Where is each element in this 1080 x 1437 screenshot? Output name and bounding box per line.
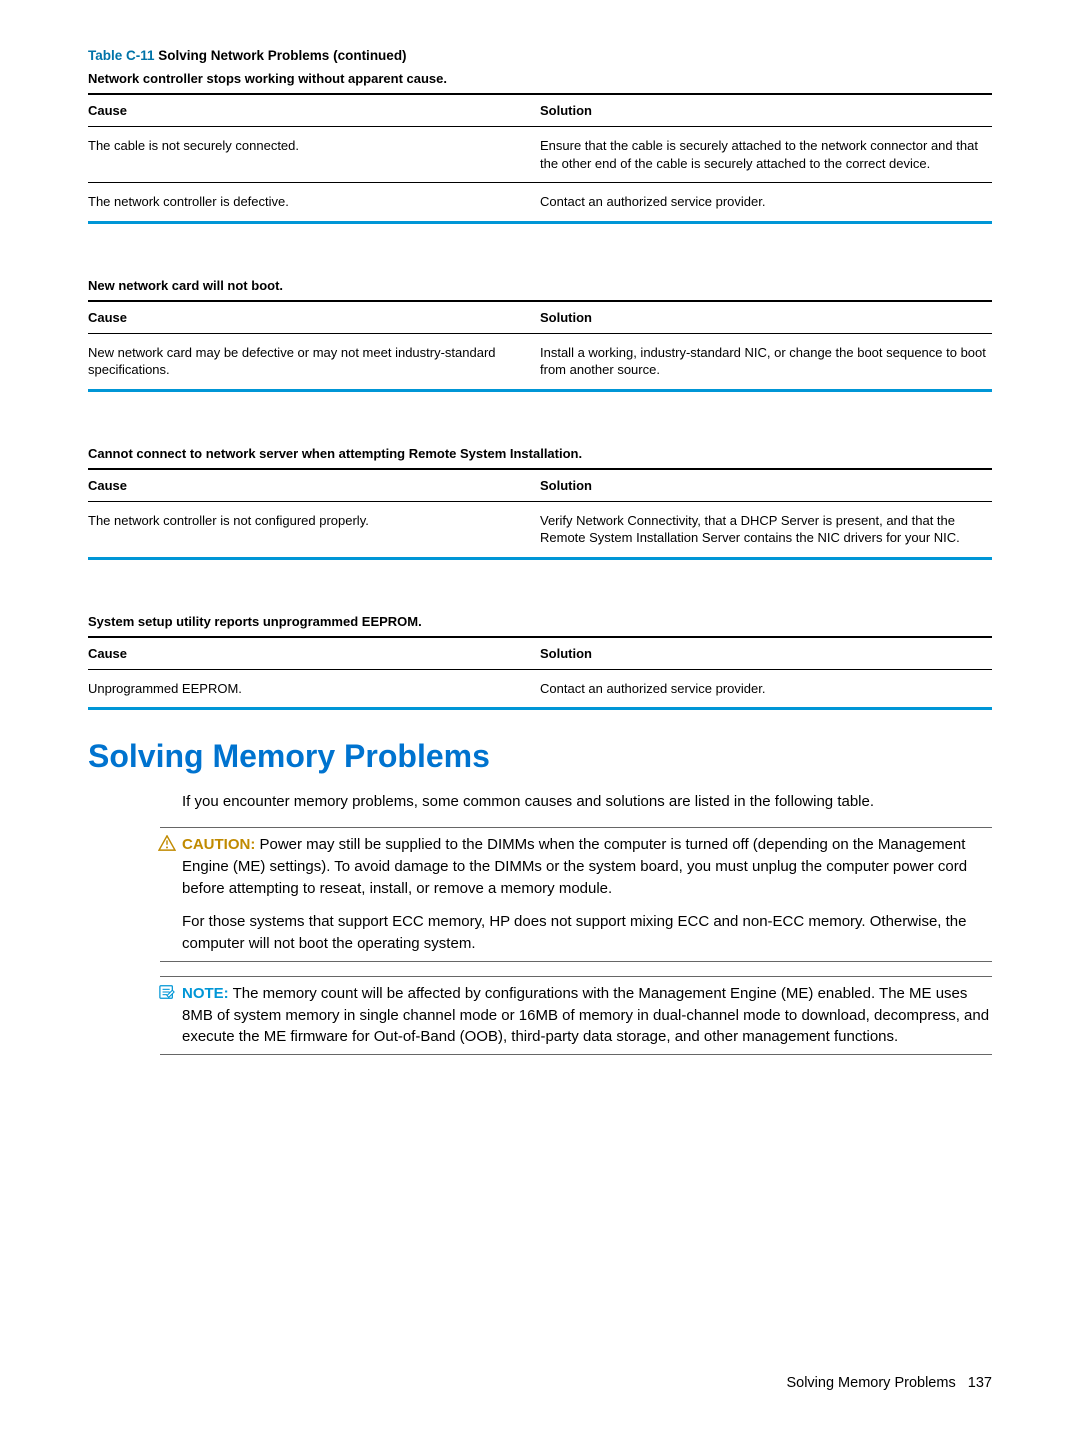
- note-body-wrap: NOTE: The memory count will be affected …: [160, 983, 992, 1048]
- table-caption: Table C-11 Solving Network Problems (con…: [88, 48, 992, 63]
- caution-body: Power may still be supplied to the DIMMs…: [182, 836, 967, 897]
- caution-callout: CAUTION: Power may still be supplied to …: [160, 827, 992, 962]
- col-cause: Cause: [88, 469, 540, 502]
- col-cause: Cause: [88, 94, 540, 127]
- table-header-row: Cause Solution: [88, 469, 992, 502]
- group-heading-0: Network controller stops working without…: [88, 71, 992, 86]
- caution-icon: [158, 835, 176, 851]
- table-header-row: Cause Solution: [88, 94, 992, 127]
- col-solution: Solution: [540, 94, 992, 127]
- table-row: The network controller is not configured…: [88, 501, 992, 558]
- group-heading-3: System setup utility reports unprogramme…: [88, 614, 992, 629]
- cell-solution: Verify Network Connectivity, that a DHCP…: [540, 501, 992, 558]
- col-cause: Cause: [88, 301, 540, 334]
- note-callout: NOTE: The memory count will be affected …: [160, 976, 992, 1055]
- table-group-2: Cause Solution The network controller is…: [88, 468, 992, 560]
- cell-cause: The network controller is defective.: [88, 183, 540, 223]
- page-footer: Solving Memory Problems 137: [786, 1375, 992, 1391]
- table-row: Unprogrammed EEPROM. Contact an authoriz…: [88, 669, 992, 709]
- table-group-3: Cause Solution Unprogrammed EEPROM. Cont…: [88, 636, 992, 711]
- cell-solution: Contact an authorized service provider.: [540, 183, 992, 223]
- table-row: New network card may be defective or may…: [88, 333, 992, 390]
- spacer: [88, 420, 992, 446]
- cell-solution: Install a working, industry-standard NIC…: [540, 333, 992, 390]
- table-caption-rest: Solving Network Problems (continued): [155, 48, 407, 63]
- table-group-0: Cause Solution The cable is not securely…: [88, 93, 992, 224]
- page-content: Table C-11 Solving Network Problems (con…: [88, 48, 992, 1055]
- note-label: NOTE:: [182, 985, 229, 1002]
- cell-cause: The cable is not securely connected.: [88, 127, 540, 183]
- col-solution: Solution: [540, 469, 992, 502]
- cell-cause: Unprogrammed EEPROM.: [88, 669, 540, 709]
- group-heading-1: New network card will not boot.: [88, 278, 992, 293]
- caution-extra: For those systems that support ECC memor…: [182, 911, 992, 955]
- section-intro: If you encounter memory problems, some c…: [182, 791, 992, 813]
- note-icon: [158, 984, 176, 1000]
- footer-text: Solving Memory Problems: [786, 1375, 955, 1391]
- col-solution: Solution: [540, 301, 992, 334]
- table-header-row: Cause Solution: [88, 301, 992, 334]
- spacer: [88, 252, 992, 278]
- col-cause: Cause: [88, 637, 540, 670]
- footer-page: 137: [968, 1375, 992, 1391]
- section-title: Solving Memory Problems: [88, 738, 992, 775]
- cell-cause: New network card may be defective or may…: [88, 333, 540, 390]
- col-solution: Solution: [540, 637, 992, 670]
- table-group-1: Cause Solution New network card may be d…: [88, 300, 992, 392]
- table-caption-prefix: Table C-11: [88, 48, 155, 63]
- caution-label: CAUTION:: [182, 836, 255, 853]
- cell-cause: The network controller is not configured…: [88, 501, 540, 558]
- table-row: The network controller is defective. Con…: [88, 183, 992, 223]
- group-heading-2: Cannot connect to network server when at…: [88, 446, 992, 461]
- table-header-row: Cause Solution: [88, 637, 992, 670]
- cell-solution: Contact an authorized service provider.: [540, 669, 992, 709]
- caution-body-wrap: CAUTION: Power may still be supplied to …: [160, 834, 992, 955]
- spacer: [88, 588, 992, 614]
- cell-solution: Ensure that the cable is securely attach…: [540, 127, 992, 183]
- table-row: The cable is not securely connected. Ens…: [88, 127, 992, 183]
- note-body: The memory count will be affected by con…: [182, 985, 989, 1046]
